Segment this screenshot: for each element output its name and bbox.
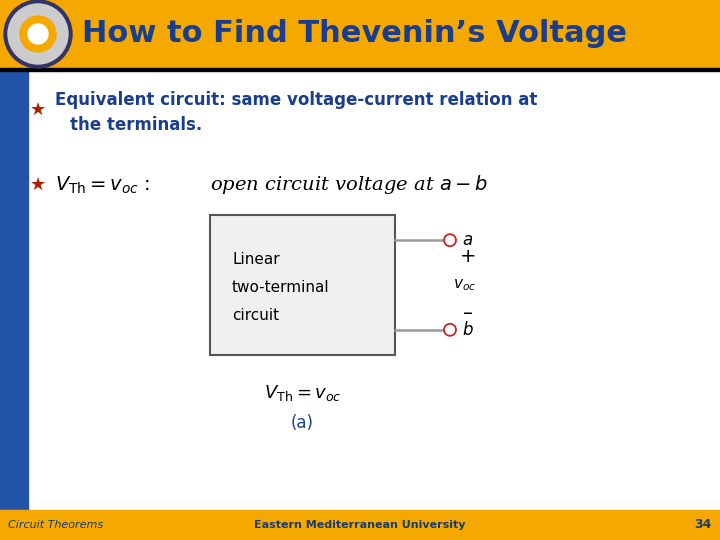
Circle shape	[8, 4, 68, 64]
Text: (a): (a)	[291, 414, 314, 432]
Circle shape	[444, 324, 456, 336]
Text: $V_{\rm Th} = v_{oc}$ :: $V_{\rm Th} = v_{oc}$ :	[55, 174, 150, 195]
Circle shape	[4, 0, 72, 68]
Text: the terminals.: the terminals.	[70, 116, 202, 134]
Text: circuit: circuit	[232, 308, 279, 323]
Bar	[0, 510, 720, 540]
Circle shape	[20, 16, 56, 52]
Text: Linear: Linear	[232, 252, 279, 267]
Text: 34: 34	[695, 518, 712, 531]
Bar	[0, 0, 720, 68]
Bar	[0, 68, 720, 71]
Text: open circuit voltage at $a - b$: open circuit voltage at $a - b$	[210, 173, 488, 197]
Text: Circuit Theorems: Circuit Theorems	[8, 520, 103, 530]
Text: two-terminal: two-terminal	[232, 280, 330, 295]
Text: Equivalent circuit: same voltage-current relation at: Equivalent circuit: same voltage-current…	[55, 91, 537, 109]
Circle shape	[444, 234, 456, 246]
Text: $v_{oc}$: $v_{oc}$	[454, 277, 477, 293]
Text: –: –	[463, 303, 473, 322]
Text: $V_{\rm Th} = v_{oc}$: $V_{\rm Th} = v_{oc}$	[264, 383, 341, 403]
Circle shape	[28, 24, 48, 44]
Bar	[0, 71, 28, 540]
Text: $b$: $b$	[462, 321, 474, 339]
Bar	[210, 215, 395, 355]
Text: ★: ★	[30, 101, 46, 119]
Text: +: +	[460, 247, 476, 267]
Text: How to Find Thevenin’s Voltage: How to Find Thevenin’s Voltage	[82, 19, 627, 49]
Text: Eastern Mediterranean University: Eastern Mediterranean University	[254, 520, 466, 530]
Text: ★: ★	[30, 176, 46, 194]
Text: $a$: $a$	[462, 232, 473, 249]
